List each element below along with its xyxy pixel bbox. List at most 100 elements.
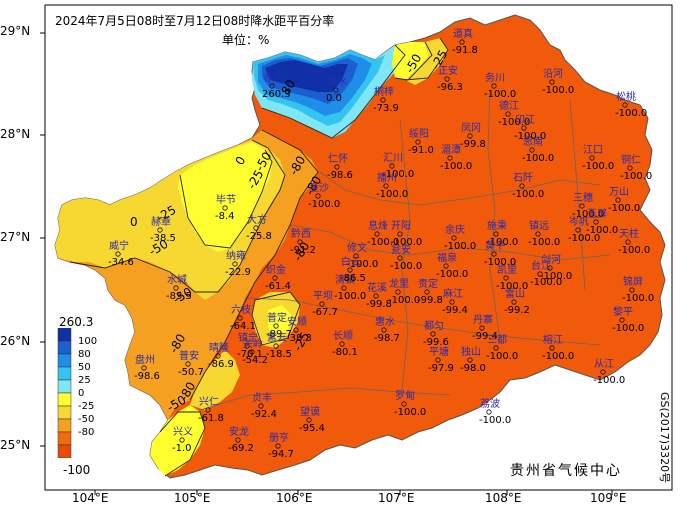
legend-max-label: 260.3 [59,315,94,329]
station-marker: 黔西 -91.2 [290,227,316,256]
legend-swatch [57,392,72,407]
station-value: -99.8 [366,299,392,310]
station-value: -22.9 [225,267,251,278]
station-value: -50.7 [178,367,204,378]
station-value: -100.0 [486,237,518,248]
station-marker: 开阳 -100.0 [390,220,422,248]
station-dot [397,231,403,237]
station-name: 大方 [247,213,267,226]
station-dot [493,345,499,351]
station-dot [275,443,281,449]
station-marker: 松桃 -100.0 [615,90,647,119]
station-value: -1.0 [172,443,192,454]
station-marker: 务川 -100.0 [484,71,516,100]
station-value: -98.6 [134,371,160,382]
legend-min-label: -100 [63,463,91,477]
station-value: -100.0 [367,237,399,248]
station-dot [627,165,633,171]
station-marker: 盘州 -98.6 [134,353,160,382]
station-dot [273,323,279,329]
station-name: 贵定 [418,277,438,290]
station-value: -100.0 [612,323,644,334]
station-marker: 清镇 -100.0 [334,273,366,302]
legend-swatch [57,379,72,394]
station-name: 从江 [594,358,614,370]
legend-tick-label: 50 [78,362,91,373]
station-marker: 正安 -96.3 [437,64,463,93]
station-marker: 毕节 -8.4 [215,193,236,222]
station-value: -61.4 [265,281,291,292]
graticule-ticks [40,32,613,495]
station-name: 平坝 [313,290,333,302]
lon-label-104: 104°E [72,491,109,505]
station-dot [424,289,430,295]
station-value: -100.0 [618,245,650,256]
lat-label-25: 25°N [0,438,31,452]
station-marker: 沿河 -100.0 [542,68,574,96]
station-marker: 惠水 -98.7 [374,315,400,344]
station-name: 威宁 [109,239,129,252]
station-value: -100.0 [568,233,600,244]
station-value: -89.7 [266,329,292,340]
station-name: 镇远 [529,219,549,232]
station-value: -70.1 [237,349,263,360]
legend-swatch [57,328,72,342]
station-dot [297,239,303,245]
legend-swatch [57,444,72,458]
station-marker: 三都 -100.0 [486,334,518,362]
station-value: -64.1 [230,321,256,332]
station-name: 印江 [515,114,535,126]
station-name: 赤水 [263,72,283,84]
station-dot [115,251,121,257]
station-value: -100.0 [382,169,414,180]
station-name: 德江 [499,99,519,112]
station-value: -99.8 [460,139,486,150]
station-name: 榕江 [543,333,563,346]
station-name: 盘州 [135,353,155,366]
station-dot [415,139,421,145]
station-dot [249,349,255,355]
station-dot [293,327,299,333]
station-name: 开阳 [391,220,411,232]
station-dot [451,235,457,241]
contour-label: 80 [278,77,298,97]
station-marker: 天柱 -100.0 [618,227,650,256]
station-name: 镇宁 [238,331,258,344]
station-name: 晴隆 [209,341,229,354]
station-marker: 道真 -91.8 [452,27,478,56]
station-value: -54.2 [242,355,268,366]
station-dot [235,437,241,443]
station-dot [401,401,407,407]
station-dot [547,265,553,271]
station-marker: 长顺 -80.1 [332,330,358,358]
station-dot [519,183,525,189]
station-marker: 六枝 -64.1 [230,303,256,332]
station-marker: 白云 -86.5 [340,255,366,284]
station-name: 玉屏 [587,208,607,220]
station-marker: 思南 -100.0 [522,135,554,164]
station-value: -98.6 [327,170,353,181]
station-value: -100.0 [540,271,572,282]
station-dot [353,253,359,259]
station-marker: 榕江 -100.0 [542,333,574,362]
station-value: -86.9 [208,359,234,370]
station-dot [244,343,250,349]
station-value: -92.4 [251,409,277,420]
station-marker: 岑巩 -100.0 [568,216,600,244]
station-marker: 平坝 -67.7 [312,290,338,318]
station-name: 江口 [583,144,603,156]
station-name: 贞丰 [252,391,272,404]
station-marker: 花溪 -99.8 [366,281,392,310]
station-value: -100.0 [436,269,468,280]
station-marker: 普定 -89.7 [266,311,292,340]
station-dot [258,403,264,409]
station-value: -86.5 [340,273,366,284]
station-name: 仁怀 [328,153,348,165]
station-dot [339,341,345,347]
station-name: 桐梓 [374,85,394,98]
station-name: 兴义 [173,426,193,438]
station-name: 播州 [377,171,397,184]
station-dot [511,299,517,305]
lat-label-29: 29°N [0,24,31,38]
station-dot [579,203,585,209]
